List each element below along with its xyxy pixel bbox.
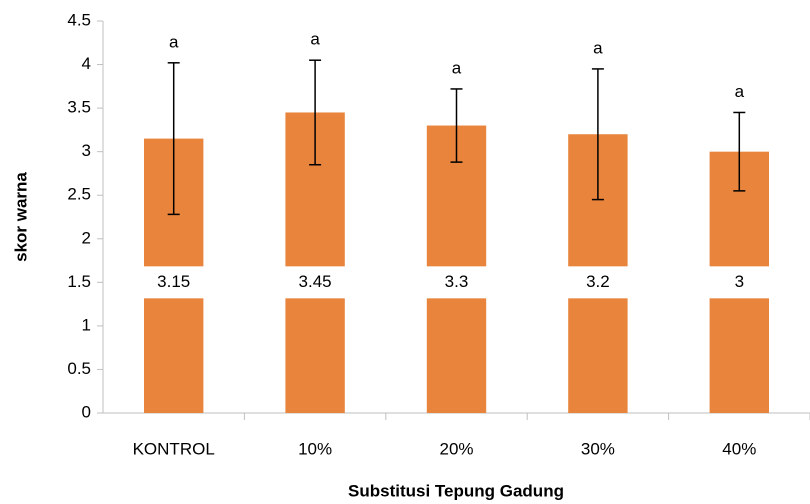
data-label: 3.3 bbox=[445, 272, 469, 291]
y-axis-title: skor warna bbox=[11, 172, 30, 262]
letter-label: a bbox=[452, 58, 462, 77]
data-label: 3.2 bbox=[586, 272, 610, 291]
letter-label: a bbox=[310, 30, 320, 49]
data-label: 3.15 bbox=[157, 272, 190, 291]
data-label-box bbox=[424, 266, 489, 299]
data-label-box bbox=[283, 266, 348, 299]
x-tick-label: 40% bbox=[722, 439, 756, 458]
x-tick-label: 10% bbox=[298, 439, 332, 458]
y-tick-label: 4.5 bbox=[67, 10, 91, 29]
letter-label: a bbox=[735, 82, 745, 101]
data-label-box bbox=[707, 266, 772, 299]
x-tick-label: KONTROL bbox=[133, 439, 215, 458]
y-tick-label: 3.5 bbox=[67, 98, 91, 117]
error-bar bbox=[591, 68, 604, 201]
data-label-box bbox=[141, 266, 206, 299]
y-tick-label: 0.5 bbox=[67, 359, 91, 378]
y-tick-label: 3 bbox=[82, 141, 91, 160]
y-tick-label: 1.5 bbox=[67, 272, 91, 291]
y-tick-label: 2.5 bbox=[67, 185, 91, 204]
error-bar bbox=[309, 59, 322, 166]
letter-label: a bbox=[169, 32, 179, 51]
error-bar bbox=[450, 88, 463, 163]
data-label: 3 bbox=[735, 272, 744, 291]
y-tick-label: 1 bbox=[82, 315, 91, 334]
data-label-box bbox=[565, 266, 630, 299]
x-tick-label: 30% bbox=[581, 439, 615, 458]
x-axis-title: Substitusi Tepung Gadung bbox=[348, 481, 564, 500]
error-bar bbox=[167, 62, 180, 216]
data-label: 3.45 bbox=[299, 272, 332, 291]
y-tick-label: 4 bbox=[82, 54, 91, 73]
letter-label: a bbox=[593, 38, 603, 57]
x-tick-label: 20% bbox=[439, 439, 473, 458]
error-bar bbox=[733, 111, 746, 192]
y-tick-label: 0 bbox=[82, 402, 91, 421]
y-tick-label: 2 bbox=[82, 228, 91, 247]
